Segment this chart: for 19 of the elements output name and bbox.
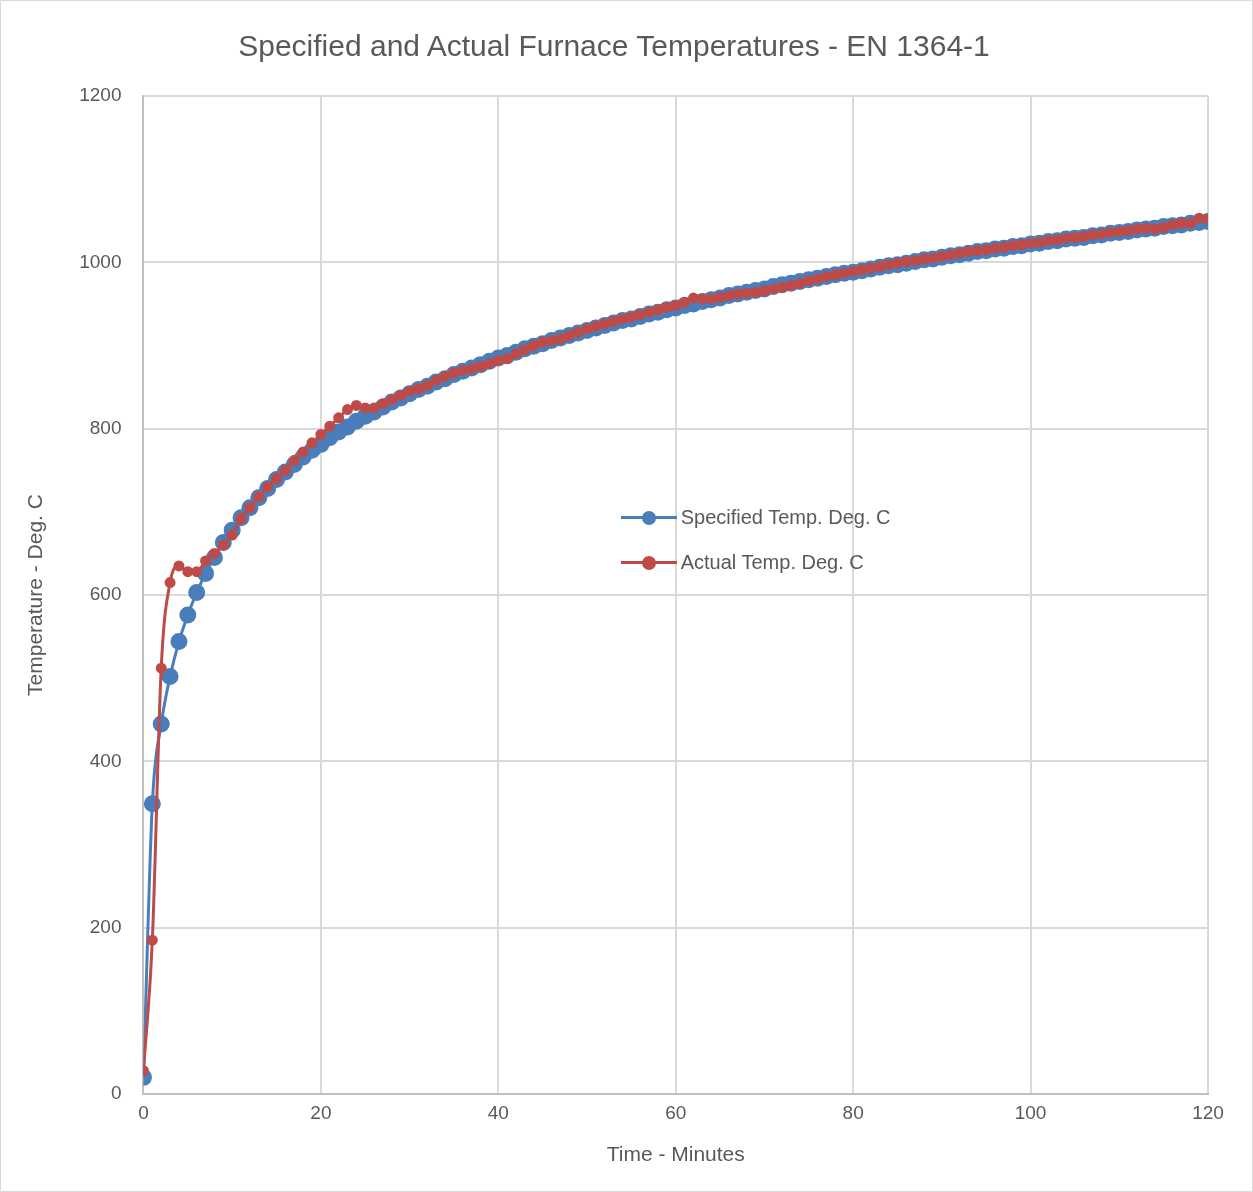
x-tick-label: 40 [487, 1101, 509, 1123]
y-tick-label: 1200 [79, 84, 122, 106]
x-tick-label: 0 [138, 1101, 149, 1123]
y-tick-label: 600 [89, 583, 122, 605]
legend-label: Specified Temp. Deg. C [680, 506, 891, 529]
y-axis-title: Temperature - Deg. C [23, 494, 47, 696]
y-tick-label: 200 [89, 915, 122, 937]
x-axis-title: Time - Minutes [606, 1142, 745, 1166]
legend-label: Actual Temp. Deg. C [680, 551, 864, 574]
chart-title: Specified and Actual Furnace Temperatures - EN 1364-1 [238, 29, 990, 63]
y-tick-label: 1000 [79, 250, 122, 272]
x-tick-label: 60 [665, 1101, 687, 1123]
y-tick-label: 400 [89, 749, 122, 771]
x-tick-label: 100 [1014, 1101, 1047, 1123]
y-tick-label: 0 [110, 1082, 122, 1104]
x-tick-label: 120 [1192, 1101, 1224, 1123]
x-tick-label: 80 [842, 1101, 864, 1123]
y-tick-label: 800 [89, 416, 122, 438]
x-tick-label: 20 [310, 1101, 332, 1123]
